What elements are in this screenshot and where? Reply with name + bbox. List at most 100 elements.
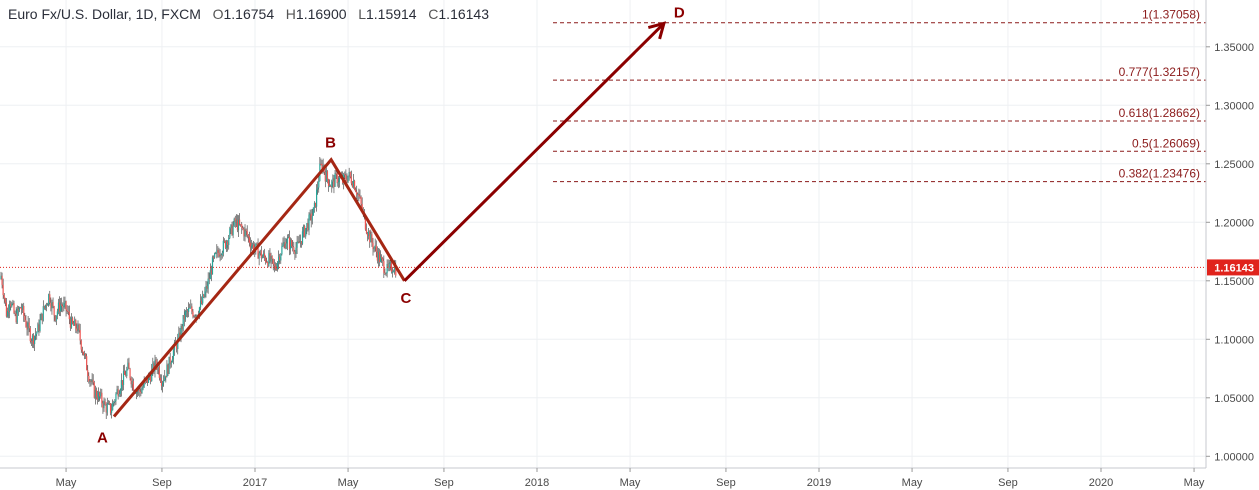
candle-body: [229, 228, 231, 238]
last-price-label: 1.16143: [1214, 262, 1254, 274]
price-axis-bg: [1206, 0, 1259, 490]
time-tick-label: Sep: [998, 477, 1018, 489]
candle-body: [258, 253, 260, 259]
candle-body: [154, 359, 156, 372]
candle-body: [83, 353, 86, 356]
candle-body: [20, 308, 23, 310]
candle-body: [159, 377, 162, 382]
candle-body: [79, 330, 81, 341]
candle-body: [227, 241, 229, 246]
candle-body: [170, 362, 172, 365]
candle-body: [360, 196, 362, 204]
candle-body: [276, 262, 279, 270]
candle-body: [389, 262, 391, 264]
candle-body: [324, 172, 326, 182]
candle-body: [267, 262, 269, 266]
candle-body: [78, 324, 80, 331]
candle-body: [371, 234, 373, 243]
candle-body: [109, 403, 112, 413]
candle-body: [143, 381, 145, 387]
candle-body: [142, 386, 144, 389]
time-axis[interactable]: May Sep 2017 May Sep 2018 May Sep 2019 May Sep 2020…: [0, 467, 1206, 489]
candle-body: [336, 173, 338, 184]
high-value: 1.16900: [295, 6, 347, 22]
candle-body: [280, 254, 282, 261]
candle-body: [151, 369, 153, 382]
time-tick-label: May: [56, 477, 77, 489]
candle-body: [311, 215, 313, 221]
candle-body: [275, 269, 278, 270]
candle-body: [116, 389, 118, 394]
candle-body: [348, 172, 350, 176]
candle-body: [131, 380, 133, 385]
candle-body: [13, 303, 15, 313]
candle-body: [391, 271, 394, 273]
candle-body: [274, 265, 276, 270]
candle-body: [301, 231, 304, 244]
candle-body: [177, 337, 179, 349]
candle-body: [312, 207, 314, 216]
candle-body: [235, 219, 237, 223]
candle-body: [215, 252, 217, 254]
candle-body: [289, 240, 292, 250]
candle-body: [132, 380, 134, 391]
candle-body: [127, 362, 129, 370]
candle-body: [11, 303, 13, 307]
candle-body: [240, 224, 242, 226]
candle-body: [383, 261, 385, 273]
candle-body: [287, 237, 290, 238]
candle-body: [300, 241, 303, 244]
candle-body: [107, 403, 109, 405]
candle-body: [263, 253, 266, 258]
open-value: 1.16754: [223, 6, 275, 22]
candle-body: [40, 313, 42, 321]
candle-body: [255, 243, 257, 249]
candle-body: [345, 175, 347, 180]
candle-body: [129, 368, 131, 379]
candle-body: [77, 324, 79, 332]
candle-body: [196, 315, 198, 316]
candle-body: [210, 270, 212, 275]
candle-body: [23, 305, 25, 316]
candle-body: [70, 317, 73, 328]
candle-body: [51, 302, 53, 309]
price-axis[interactable]: 1.00000 1.05000 1.10000 1.15000 1.20000 1.250…: [1205, 0, 1259, 490]
candle-body: [334, 173, 336, 187]
candle-body: [283, 242, 285, 245]
candle-body: [320, 163, 322, 165]
candle-body: [16, 308, 18, 323]
candle-body: [358, 193, 360, 197]
candle-body: [119, 390, 121, 394]
candle-body: [157, 367, 159, 371]
candle-body: [256, 243, 258, 245]
candle-body: [15, 313, 17, 323]
fib-label: 0.5(1.26069): [1132, 136, 1200, 150]
candle-body: [206, 285, 208, 289]
candle-body: [330, 185, 332, 188]
candle-body: [41, 313, 43, 321]
candle-body: [124, 371, 126, 375]
candle-body: [381, 256, 383, 259]
fib-levels: 1(1.37058) 0.777(1.32157) 0.618(1.28662) 0.…: [553, 8, 1206, 183]
candle-body: [49, 294, 51, 303]
candle-body: [205, 285, 207, 292]
candle-body: [338, 177, 340, 183]
candle-body: [63, 303, 65, 308]
candle-body: [261, 256, 263, 259]
candle-body: [375, 245, 377, 252]
candle-body: [284, 242, 286, 249]
candle-body: [50, 302, 52, 309]
time-tick-label: 2019: [807, 477, 831, 489]
candle-body: [217, 249, 219, 253]
candle-body: [212, 257, 215, 259]
candle-body: [201, 300, 203, 304]
candle-body: [344, 174, 346, 176]
candle-body: [47, 304, 49, 306]
candle-body: [269, 253, 271, 262]
candle-body: [141, 388, 143, 394]
candle-body: [121, 380, 124, 385]
candle-body: [364, 215, 367, 230]
candle-body: [271, 256, 273, 259]
candle-body: [379, 256, 382, 262]
